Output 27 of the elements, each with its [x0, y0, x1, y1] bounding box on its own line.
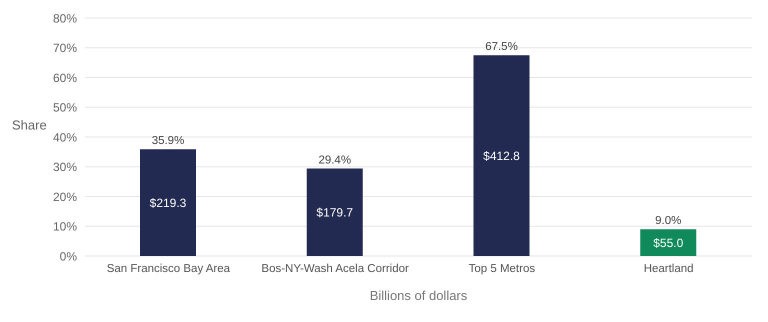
data-label: 29.4% — [318, 154, 352, 167]
y-tick-label: 10% — [52, 220, 78, 234]
data-label: 67.5% — [485, 41, 518, 54]
bar — [306, 168, 363, 256]
data-label: 9.0% — [655, 215, 682, 228]
y-tick-label: 0% — [60, 249, 78, 264]
annotation: $219.3 — [150, 196, 187, 210]
y-axis-title: Share — [12, 118, 47, 133]
bar — [140, 149, 196, 256]
data-label: 35.9% — [152, 135, 184, 148]
annotation: $55.0 — [653, 236, 684, 250]
annotation: $179.7 — [316, 206, 354, 220]
annotation: $412.8 — [483, 148, 520, 163]
x-tick-label: Top 5 Metros — [468, 263, 536, 276]
y-tick-label: 30% — [52, 160, 78, 174]
y-tick-label: 50% — [52, 100, 78, 115]
x-tick-label: Heartland — [644, 263, 694, 276]
bar — [474, 55, 530, 256]
y-tick-label: 20% — [52, 190, 78, 204]
x-tick-label: San Francisco Bay Area — [106, 263, 231, 276]
x-axis-title: Billions of dollars — [370, 288, 468, 303]
y-tick-label: 70% — [52, 41, 78, 56]
x-tick-label: Bos-NY-Wash Acela Corridor — [261, 263, 409, 276]
y-tick-label: 60% — [52, 70, 78, 85]
bar — [640, 229, 696, 256]
y-tick-label: 40% — [52, 130, 78, 144]
y-tick-label: 80% — [52, 11, 78, 26]
